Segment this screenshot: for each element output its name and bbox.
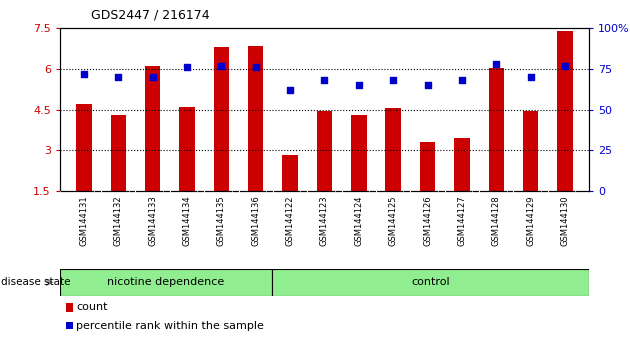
Text: GDS2447 / 216174: GDS2447 / 216174	[91, 9, 210, 22]
Text: GSM144123: GSM144123	[320, 195, 329, 246]
Point	[354, 82, 364, 88]
Text: GSM144134: GSM144134	[183, 195, 192, 246]
Point	[147, 74, 158, 80]
Text: GSM144135: GSM144135	[217, 195, 226, 246]
Bar	[420, 142, 435, 191]
Text: GSM144133: GSM144133	[148, 195, 157, 246]
Point	[388, 78, 398, 83]
Bar	[214, 47, 229, 191]
Text: GSM144128: GSM144128	[492, 195, 501, 246]
Point	[319, 78, 329, 83]
Point	[216, 63, 226, 69]
Bar	[558, 31, 573, 191]
Text: disease state: disease state	[1, 277, 70, 287]
Text: percentile rank within the sample: percentile rank within the sample	[76, 321, 264, 331]
Point	[79, 71, 89, 77]
Text: GSM144127: GSM144127	[457, 195, 466, 246]
Text: GSM144132: GSM144132	[114, 195, 123, 246]
Bar	[110, 115, 126, 191]
Point	[491, 61, 501, 67]
Text: GSM144136: GSM144136	[251, 195, 260, 246]
Point	[560, 63, 570, 69]
Bar	[317, 111, 332, 191]
Bar	[282, 154, 298, 191]
Point	[113, 74, 123, 80]
Point	[457, 78, 467, 83]
Point	[285, 87, 295, 93]
Bar	[180, 107, 195, 191]
Text: GSM144126: GSM144126	[423, 195, 432, 246]
Bar	[60, 269, 272, 296]
Bar	[386, 108, 401, 191]
Text: control: control	[411, 277, 450, 287]
Bar	[351, 115, 367, 191]
Point	[423, 82, 433, 88]
Text: count: count	[76, 302, 108, 312]
Bar	[523, 111, 539, 191]
Text: GSM144124: GSM144124	[354, 195, 364, 246]
Bar	[76, 104, 91, 191]
Text: GSM144130: GSM144130	[561, 195, 570, 246]
Text: GSM144122: GSM144122	[285, 195, 295, 246]
Point	[182, 64, 192, 70]
Bar	[145, 66, 161, 191]
Text: nicotine dependence: nicotine dependence	[107, 277, 224, 287]
Point	[251, 64, 261, 70]
Bar	[454, 138, 469, 191]
Bar	[272, 269, 589, 296]
Point	[525, 74, 536, 80]
Text: GSM144129: GSM144129	[526, 195, 535, 246]
Text: GSM144131: GSM144131	[79, 195, 88, 246]
Text: GSM144125: GSM144125	[389, 195, 398, 246]
Bar	[248, 46, 263, 191]
Bar	[488, 68, 504, 191]
